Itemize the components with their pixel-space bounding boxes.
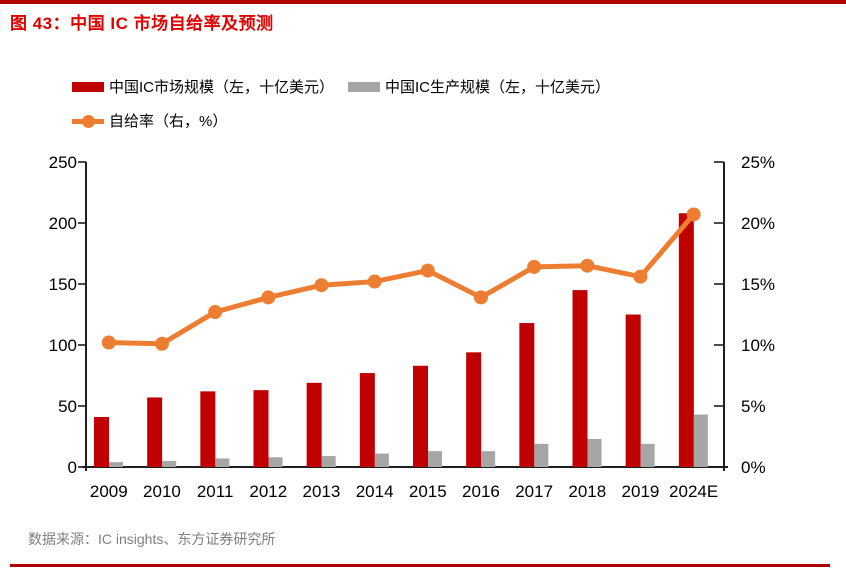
bar-production-2015: [428, 451, 442, 467]
x-axis-label-2016: 2016: [462, 482, 500, 501]
x-axis-label-2010: 2010: [143, 482, 181, 501]
legend-label-production: 中国IC生产规模（左，十亿美元）: [385, 79, 611, 96]
rate-marker-2011: [208, 305, 223, 320]
right-axis-tick-label: 10%: [741, 336, 775, 355]
bottom-rule: [10, 564, 830, 567]
rate-marker-2014: [367, 274, 382, 289]
legend-row-1: 中国IC市场规模（左，十亿美元） 中国IC生产规模（左，十亿美元）: [72, 76, 624, 97]
bar-market-2017: [519, 323, 535, 467]
market-series-swatch: [72, 81, 104, 92]
right-axis-tick-label: 5%: [741, 397, 766, 416]
bar-market-2019: [625, 314, 641, 467]
rate-marker-2015: [420, 263, 435, 278]
rate-marker-2017: [527, 259, 542, 274]
bar-production-2024E: [693, 414, 708, 467]
bar-production-2011: [215, 458, 230, 467]
figure-title: 图 43：中国 IC 市场自给率及预测: [10, 14, 274, 33]
bar-market-2011: [200, 391, 216, 467]
left-axis-tick-label: 50: [58, 397, 77, 416]
bar-market-2016: [466, 352, 482, 467]
legend-item-market: 中国IC市场规模（左，十亿美元）: [72, 76, 334, 97]
chart-legend: 中国IC市场规模（左，十亿美元） 中国IC生产规模（左，十亿美元） 自给率（右，…: [72, 76, 624, 144]
right-axis-tick-label: 25%: [741, 153, 775, 172]
bar-production-2013: [321, 456, 336, 467]
legend-label-rate: 自给率（右，%）: [109, 113, 228, 130]
legend-row-2: 自给率（右，%）: [72, 110, 624, 131]
bar-market-2009: [94, 416, 109, 467]
rate-marker-2018: [580, 258, 595, 273]
rate-marker-2013: [314, 278, 329, 293]
x-axis-label-2024E: 2024E: [669, 482, 718, 501]
bar-production-2014: [374, 453, 389, 467]
left-axis-tick-label: 250: [49, 153, 77, 172]
left-axis-tick-label: 0: [68, 458, 77, 477]
bar-market-2015: [413, 365, 428, 467]
legend-label-market: 中国IC市场规模（左，十亿美元）: [109, 79, 335, 96]
rate-marker-2010: [154, 336, 169, 351]
bar-production-2018: [587, 438, 602, 467]
left-axis-tick-label: 100: [49, 336, 77, 355]
rate-marker-2012: [261, 290, 276, 305]
right-axis-tick-label: 20%: [741, 214, 775, 233]
bar-production-2019: [640, 443, 655, 467]
x-axis-label-2015: 2015: [409, 482, 447, 501]
rate-marker-icon: [81, 114, 95, 128]
x-axis-label-2012: 2012: [249, 482, 287, 501]
bar-market-2010: [147, 397, 163, 467]
legend-item-production: 中国IC生产规模（左，十亿美元）: [348, 76, 610, 97]
left-axis-tick-label: 150: [49, 275, 77, 294]
rate-marker-2024E: [686, 207, 701, 222]
rate-line: [108, 212, 696, 347]
rate-marker-2019: [633, 269, 648, 284]
rate-marker-2016: [473, 290, 488, 305]
bar-market-2012: [253, 390, 269, 467]
x-axis-label-2013: 2013: [303, 482, 341, 501]
x-axis-label-2009: 2009: [90, 482, 128, 501]
x-axis-label-2014: 2014: [356, 482, 394, 501]
x-axis-label-2018: 2018: [568, 482, 606, 501]
bar-production-2012: [268, 457, 283, 467]
top-rule: [0, 0, 846, 4]
x-axis-label-2017: 2017: [515, 482, 553, 501]
bar-production-2010: [162, 460, 177, 467]
rate-marker-2009: [101, 335, 116, 350]
bar-market-2013: [306, 382, 322, 467]
rate-series-swatch: [72, 114, 104, 128]
x-axis-label-2011: 2011: [197, 482, 234, 501]
bar-production-2016: [481, 451, 496, 467]
data-source: 数据来源：IC insights、东方证券研究所: [28, 531, 276, 547]
production-series-swatch: [348, 81, 381, 92]
x-axis-label-2019: 2019: [622, 482, 660, 501]
right-axis-tick-label: 0%: [741, 458, 766, 477]
bar-production-2017: [534, 443, 549, 467]
bar-market-2018: [572, 290, 588, 467]
bar-production-2009: [109, 462, 123, 467]
bar-market-2014: [359, 373, 375, 467]
legend-item-rate: 自给率（右，%）: [72, 110, 227, 131]
bar-market-2024E: [678, 213, 694, 467]
right-axis-tick-label: 15%: [741, 275, 775, 294]
left-axis-tick-label: 200: [49, 214, 77, 233]
